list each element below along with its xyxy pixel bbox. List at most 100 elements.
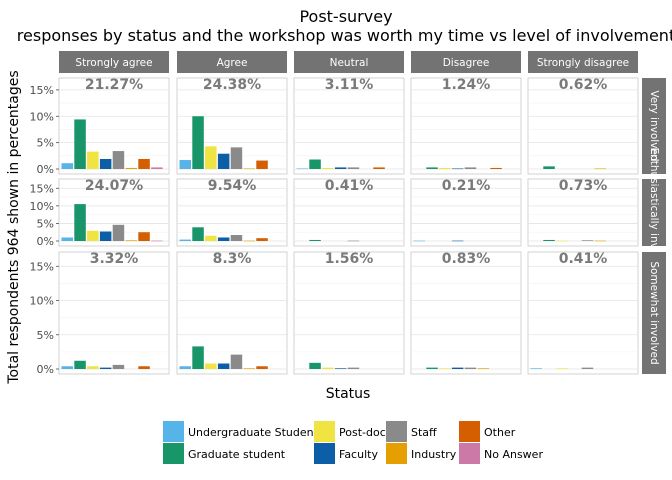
facet-col-label: Agree — [217, 57, 248, 69]
y-tick-label: 0% — [37, 235, 54, 248]
bar-graduate-student — [74, 119, 86, 169]
y-tick-label: 0% — [37, 363, 54, 376]
legend-swatch — [163, 443, 184, 464]
panel-total-label: 0.21% — [442, 178, 491, 194]
y-tick-label: 5% — [37, 217, 54, 230]
legend-label: Graduate student — [188, 448, 286, 461]
panel-total-label: 8.3% — [213, 251, 252, 267]
bar-other — [138, 232, 150, 241]
bar-other — [373, 167, 385, 169]
y-tick-label: 10% — [30, 200, 54, 213]
y-tick-label: 10% — [30, 295, 54, 308]
bar-staff — [347, 367, 360, 369]
bar-graduate-student — [426, 167, 438, 169]
legend-swatch — [386, 421, 407, 442]
panel-total-label: 24.38% — [203, 77, 261, 93]
panel-total-label: 0.73% — [559, 178, 608, 194]
legend-label: Industry — [411, 448, 457, 461]
bar-graduate-student — [192, 346, 204, 369]
bar-undergraduate-student — [530, 368, 542, 369]
y-axis-label: Total respondents 964 shown in percentag… — [6, 70, 22, 384]
bar-faculty — [451, 168, 464, 170]
bar-undergraduate-student — [61, 237, 73, 241]
bar-industry — [125, 167, 137, 169]
bar-other — [490, 167, 502, 169]
panel-frame — [293, 251, 405, 375]
bar-other — [256, 366, 268, 369]
panel-total-label: 1.56% — [325, 251, 374, 267]
bar-industry — [243, 168, 255, 170]
facet-row-label: Enthusiastically involved — [648, 147, 660, 277]
bar-industry — [125, 240, 137, 241]
bar-undergraduate-student — [413, 240, 425, 242]
bar-post-doc — [439, 167, 451, 169]
panel-total-label: 0.83% — [442, 251, 491, 267]
panel: 0.62% — [527, 77, 639, 175]
panel: 0.41% — [527, 251, 639, 375]
bar-post-doc — [322, 367, 334, 369]
bar-post-doc — [205, 235, 217, 241]
y-tick-label: 0% — [37, 163, 54, 176]
bar-faculty — [217, 363, 230, 369]
bar-post-doc — [322, 167, 334, 169]
panel-total-label: 3.32% — [90, 251, 139, 267]
bar-faculty — [99, 231, 112, 241]
bar-graduate-student — [309, 362, 321, 369]
bar-faculty — [451, 240, 464, 242]
bar-undergraduate-student — [61, 366, 73, 369]
legend-swatch — [314, 443, 335, 464]
bar-undergraduate-student — [179, 160, 191, 169]
bar-faculty — [451, 367, 464, 369]
bar-graduate-student — [426, 367, 438, 369]
legend-swatch — [459, 443, 480, 464]
panel: 0.41% — [293, 178, 405, 247]
panel-frame — [58, 251, 170, 375]
panel: 24.38% — [176, 77, 288, 175]
facet-col-label: Strongly agree — [75, 57, 152, 69]
panel-total-label: 1.24% — [442, 77, 491, 93]
panel: 1.56% — [293, 251, 405, 375]
legend-swatch — [386, 443, 407, 464]
bar-staff — [347, 167, 360, 169]
bar-graduate-student — [192, 116, 204, 169]
y-tick-label: 10% — [30, 110, 54, 123]
bar-staff — [112, 224, 125, 241]
bar-post-doc — [439, 368, 451, 369]
chart-title: Post-survey — [299, 7, 392, 26]
facet-row-strip-0 — [642, 78, 666, 174]
panel-frame — [527, 251, 639, 375]
panel: 9.54% — [176, 178, 288, 247]
facet-strip-0 — [59, 51, 169, 73]
bar-undergraduate-student — [179, 239, 191, 241]
bar-industry — [243, 240, 255, 242]
bar-faculty — [99, 367, 112, 369]
bar-graduate-student — [543, 166, 555, 169]
panel-frame — [293, 77, 405, 175]
bar-industry — [594, 168, 606, 170]
bar-post-doc — [205, 363, 217, 369]
bar-staff — [112, 151, 125, 169]
legend-swatch — [459, 421, 480, 442]
bar-graduate-student — [309, 239, 321, 241]
panel-total-label: 0.62% — [559, 77, 608, 93]
bar-other — [138, 366, 150, 369]
facet-row-label: Very involved — [648, 90, 660, 161]
panel: 3.11% — [293, 77, 405, 175]
legend-label: Other — [484, 426, 516, 439]
bar-staff — [230, 147, 243, 169]
facet-row-strip-1 — [642, 179, 666, 246]
legend-swatch — [314, 421, 335, 442]
bar-post-doc — [205, 146, 217, 169]
bar-staff — [230, 235, 243, 241]
legend-label: Post-doc — [339, 426, 386, 439]
x-axis-label: Status — [326, 386, 371, 402]
bar-staff — [464, 167, 477, 169]
facet-col-label: Disagree — [443, 57, 490, 69]
bar-post-doc — [87, 151, 99, 169]
panel-total-label: 0.41% — [559, 251, 608, 267]
bar-post-doc — [87, 366, 99, 369]
panel-total-label: 3.11% — [325, 77, 374, 93]
bar-faculty — [334, 368, 347, 369]
bar-faculty — [99, 158, 112, 169]
bar-industry — [243, 368, 255, 369]
